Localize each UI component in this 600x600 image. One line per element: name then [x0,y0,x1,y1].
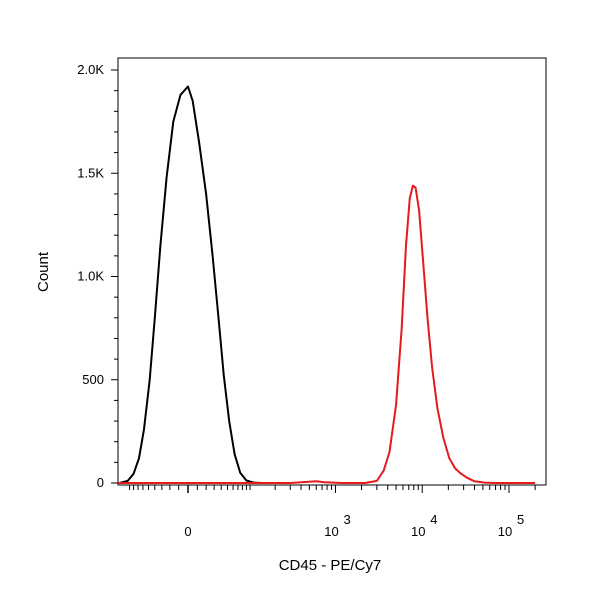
y-tick-label: 2.0K [77,62,104,77]
series-line-1 [118,184,536,484]
series-line-0 [119,85,263,484]
series-layer [118,85,536,484]
y-tick-label: 1.0K [77,269,104,284]
y-axis: 0 500 1.0K 1.5K 2.0K [77,62,118,490]
y-tick-label: 0 [97,475,104,490]
y-tick-label: 500 [82,372,104,387]
x-tick-label: 10 [324,524,338,539]
x-tick-label: 10 [498,524,512,539]
y-axis-title: Count [35,251,52,292]
x-tick-exponent: 4 [430,512,437,527]
x-tick-label: 10 [411,524,425,539]
y-tick-label: 1.5K [77,165,104,180]
x-tick-label: 0 [184,524,191,539]
x-axis-title: CD45 - PE/Cy7 [279,557,382,574]
x-axis: 0 10 3 10 4 10 5 [129,485,536,539]
x-tick-exponent: 3 [343,512,350,527]
plot-frame [117,57,547,486]
x-tick-exponent: 5 [517,512,524,527]
